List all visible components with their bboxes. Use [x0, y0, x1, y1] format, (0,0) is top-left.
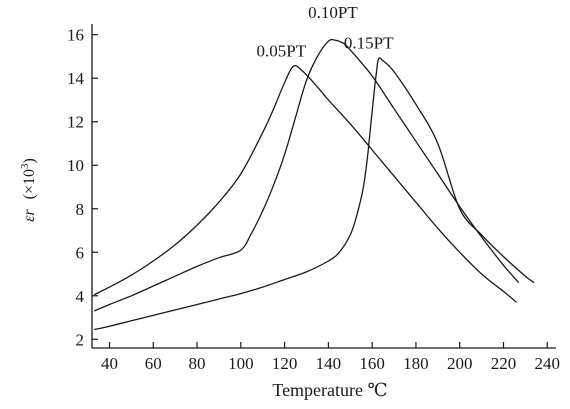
- x-tick-label: 140: [316, 354, 342, 373]
- y-tick-label: 10: [67, 156, 84, 175]
- y-axis-symbol: εr: [21, 209, 38, 222]
- y-tick-label: 16: [67, 26, 84, 45]
- x-tick-label: 100: [228, 354, 254, 373]
- series-label-0.10PT: 0.10PT: [308, 3, 358, 22]
- x-tick-label: 180: [403, 354, 429, 373]
- x-tick-label: 120: [272, 354, 298, 373]
- y-tick-label: 8: [76, 200, 85, 219]
- y-axis-close: ): [21, 158, 38, 163]
- y-tick-label: 6: [76, 243, 85, 262]
- x-tick-label: 60: [145, 354, 162, 373]
- series-line-0.05PT: [93, 64, 518, 303]
- x-tick-label: 160: [359, 354, 385, 373]
- series-line-0.15PT: [94, 57, 535, 331]
- y-axis-unit: (×10: [21, 169, 38, 199]
- curves: [93, 38, 535, 331]
- x-tick-label: 40: [101, 354, 118, 373]
- x-axis-title: Temperature ℃: [272, 380, 387, 400]
- y-tick-label: 14: [67, 69, 85, 88]
- x-tick-label: 80: [189, 354, 206, 373]
- series-line-0.10PT: [93, 38, 520, 312]
- series-label-0.05PT: 0.05PT: [257, 41, 307, 60]
- y-axis-title: εr (×103): [19, 158, 38, 222]
- x-tick-label: 200: [447, 354, 473, 373]
- series-label-0.15PT: 0.15PT: [344, 34, 394, 53]
- y-axis-exponent: 3: [19, 163, 31, 169]
- x-tick-label: 240: [534, 354, 560, 373]
- y-tick-label: 2: [76, 330, 85, 349]
- axes: 40 60 80 100 120 140 160 180 200 220 240 2 4 6 8 10 12 14…: [67, 24, 560, 373]
- y-tick-label: 4: [76, 287, 85, 306]
- x-tick-label: 220: [491, 354, 517, 373]
- y-tick-label: 12: [67, 113, 84, 132]
